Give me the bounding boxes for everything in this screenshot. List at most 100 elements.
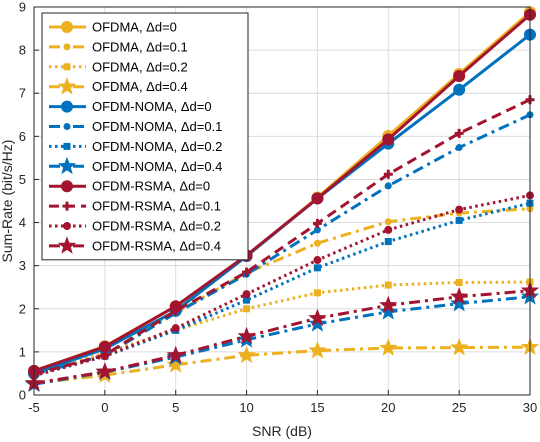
series-line [33, 98, 531, 376]
y-tick-label: 0 [19, 388, 26, 403]
legend-marker [57, 77, 77, 95]
legend-entry: OFDMA, Δd=0.4 [49, 77, 188, 95]
x-axis-label: SNR (dB) [252, 423, 312, 439]
x-tick-label: 10 [239, 400, 253, 415]
data-point [379, 302, 398, 320]
legend-entry: OFDM-RSMA, Δd=0.4 [49, 236, 221, 254]
data-point [384, 182, 392, 190]
legend-entry: OFDM-NOMA, Δd=0.2 [49, 139, 222, 154]
data-point [384, 218, 392, 226]
legend-label: OFDM-NOMA, Δd=0.1 [92, 119, 222, 134]
series-line [33, 345, 531, 385]
series-line [33, 280, 531, 377]
data-point [454, 128, 464, 138]
legend-box [41, 12, 249, 261]
data-point [384, 281, 392, 289]
data-point [383, 169, 393, 179]
legend-entry: OFDM-NOMA, Δd=0.4 [49, 156, 222, 175]
data-point [384, 238, 392, 246]
legend-entry: OFDM-NOMA, Δd=0.1 [49, 119, 222, 134]
data-point [308, 308, 327, 327]
legend-entry: OFDMA, Δd=0 [49, 20, 177, 35]
y-tick-label: 3 [19, 258, 26, 273]
legend-entry: OFDM-RSMA, Δd=0.1 [49, 199, 221, 214]
data-point [453, 83, 466, 96]
legend-marker [62, 201, 72, 211]
series-layer [24, 6, 540, 393]
data-point [171, 324, 180, 333]
x-tick-label: 30 [523, 400, 537, 415]
x-tick-label: 5 [172, 400, 179, 415]
data-point [100, 352, 109, 361]
legend-marker [57, 236, 77, 254]
legend-marker [63, 43, 71, 51]
legend-entry: OFDM-RSMA, Δd=0 [49, 179, 210, 194]
data-point [308, 314, 327, 332]
y-tick-label: 1 [19, 344, 26, 359]
y-axis-label: Sum-Rate (bit/s/Hz) [0, 140, 15, 263]
legend-label: OFDM-RSMA, Δd=0.1 [92, 199, 221, 214]
legend-label: OFDM-NOMA, Δd=0 [92, 99, 212, 114]
series-line [33, 193, 531, 378]
data-point [449, 293, 469, 312]
data-point [455, 278, 463, 286]
data-point [166, 345, 185, 364]
series-ofdm-rsma-d-0-2 [30, 191, 534, 380]
y-tick-label: 4 [19, 215, 26, 230]
data-point [449, 287, 469, 305]
data-point [312, 218, 322, 228]
legend-marker [57, 156, 77, 175]
x-tick-label: 15 [310, 400, 324, 415]
legend-marker [63, 222, 71, 230]
x-tick-label: -5 [28, 400, 40, 415]
data-point [243, 305, 251, 313]
series-line [33, 207, 531, 373]
data-point [455, 216, 463, 224]
legend-label: OFDM-NOMA, Δd=0.4 [92, 159, 222, 174]
y-tick-label: 2 [19, 301, 26, 316]
legend-label: OFDMA, Δd=0.2 [92, 59, 188, 74]
data-point [382, 133, 395, 146]
data-point [242, 267, 252, 277]
y-tick-label: 6 [19, 129, 26, 144]
x-tick-label: 20 [381, 400, 395, 415]
y-tick-label: 8 [19, 43, 26, 58]
legend-entry: OFDMA, Δd=0.2 [49, 59, 188, 74]
x-tick-label: 0 [101, 400, 108, 415]
legend-marker [61, 100, 73, 113]
data-point [449, 337, 469, 356]
data-point [455, 144, 463, 152]
legend-label: OFDM-RSMA, Δd=0 [92, 179, 210, 194]
data-point [243, 296, 251, 304]
y-tick-label: 9 [19, 0, 26, 15]
data-point [384, 225, 393, 234]
legend-marker [63, 63, 71, 71]
data-point [237, 326, 256, 345]
legend-marker [63, 142, 71, 150]
data-point [95, 362, 115, 380]
data-point [308, 340, 327, 359]
legend-label: OFDMA, Δd=0.1 [92, 39, 188, 54]
data-point [313, 239, 321, 247]
data-point [242, 290, 251, 299]
legend-marker [63, 123, 71, 130]
series-line [33, 13, 531, 373]
y-tick-label: 5 [19, 172, 26, 187]
legend-marker [61, 21, 73, 33]
series-ofdm-rsma-d-0 [28, 8, 536, 377]
legend-marker [61, 180, 73, 193]
x-tick-label: 25 [452, 400, 466, 415]
y-tick-label: 7 [19, 86, 26, 101]
data-point [379, 295, 398, 314]
data-point [237, 345, 256, 364]
plot-frame [33, 6, 531, 396]
legend-entry: OFDMA, Δd=0.1 [49, 39, 188, 54]
legend-label: OFDMA, Δd=0 [92, 20, 177, 35]
data-point [166, 355, 185, 373]
legend-label: OFDMA, Δd=0.4 [92, 79, 188, 94]
legend-label: OFDM-NOMA, Δd=0.2 [92, 139, 222, 154]
legend-entry: OFDM-RSMA, Δd=0.2 [49, 219, 221, 234]
series-ofdm-rsma-d-0-4 [24, 281, 540, 392]
